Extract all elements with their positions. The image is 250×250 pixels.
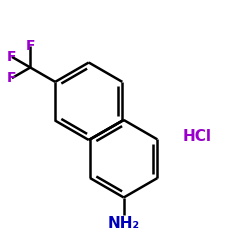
Text: F: F (7, 71, 17, 85)
Text: F: F (26, 39, 35, 53)
Text: HCl: HCl (183, 129, 212, 144)
Text: NH₂: NH₂ (108, 216, 140, 231)
Text: F: F (7, 50, 17, 64)
